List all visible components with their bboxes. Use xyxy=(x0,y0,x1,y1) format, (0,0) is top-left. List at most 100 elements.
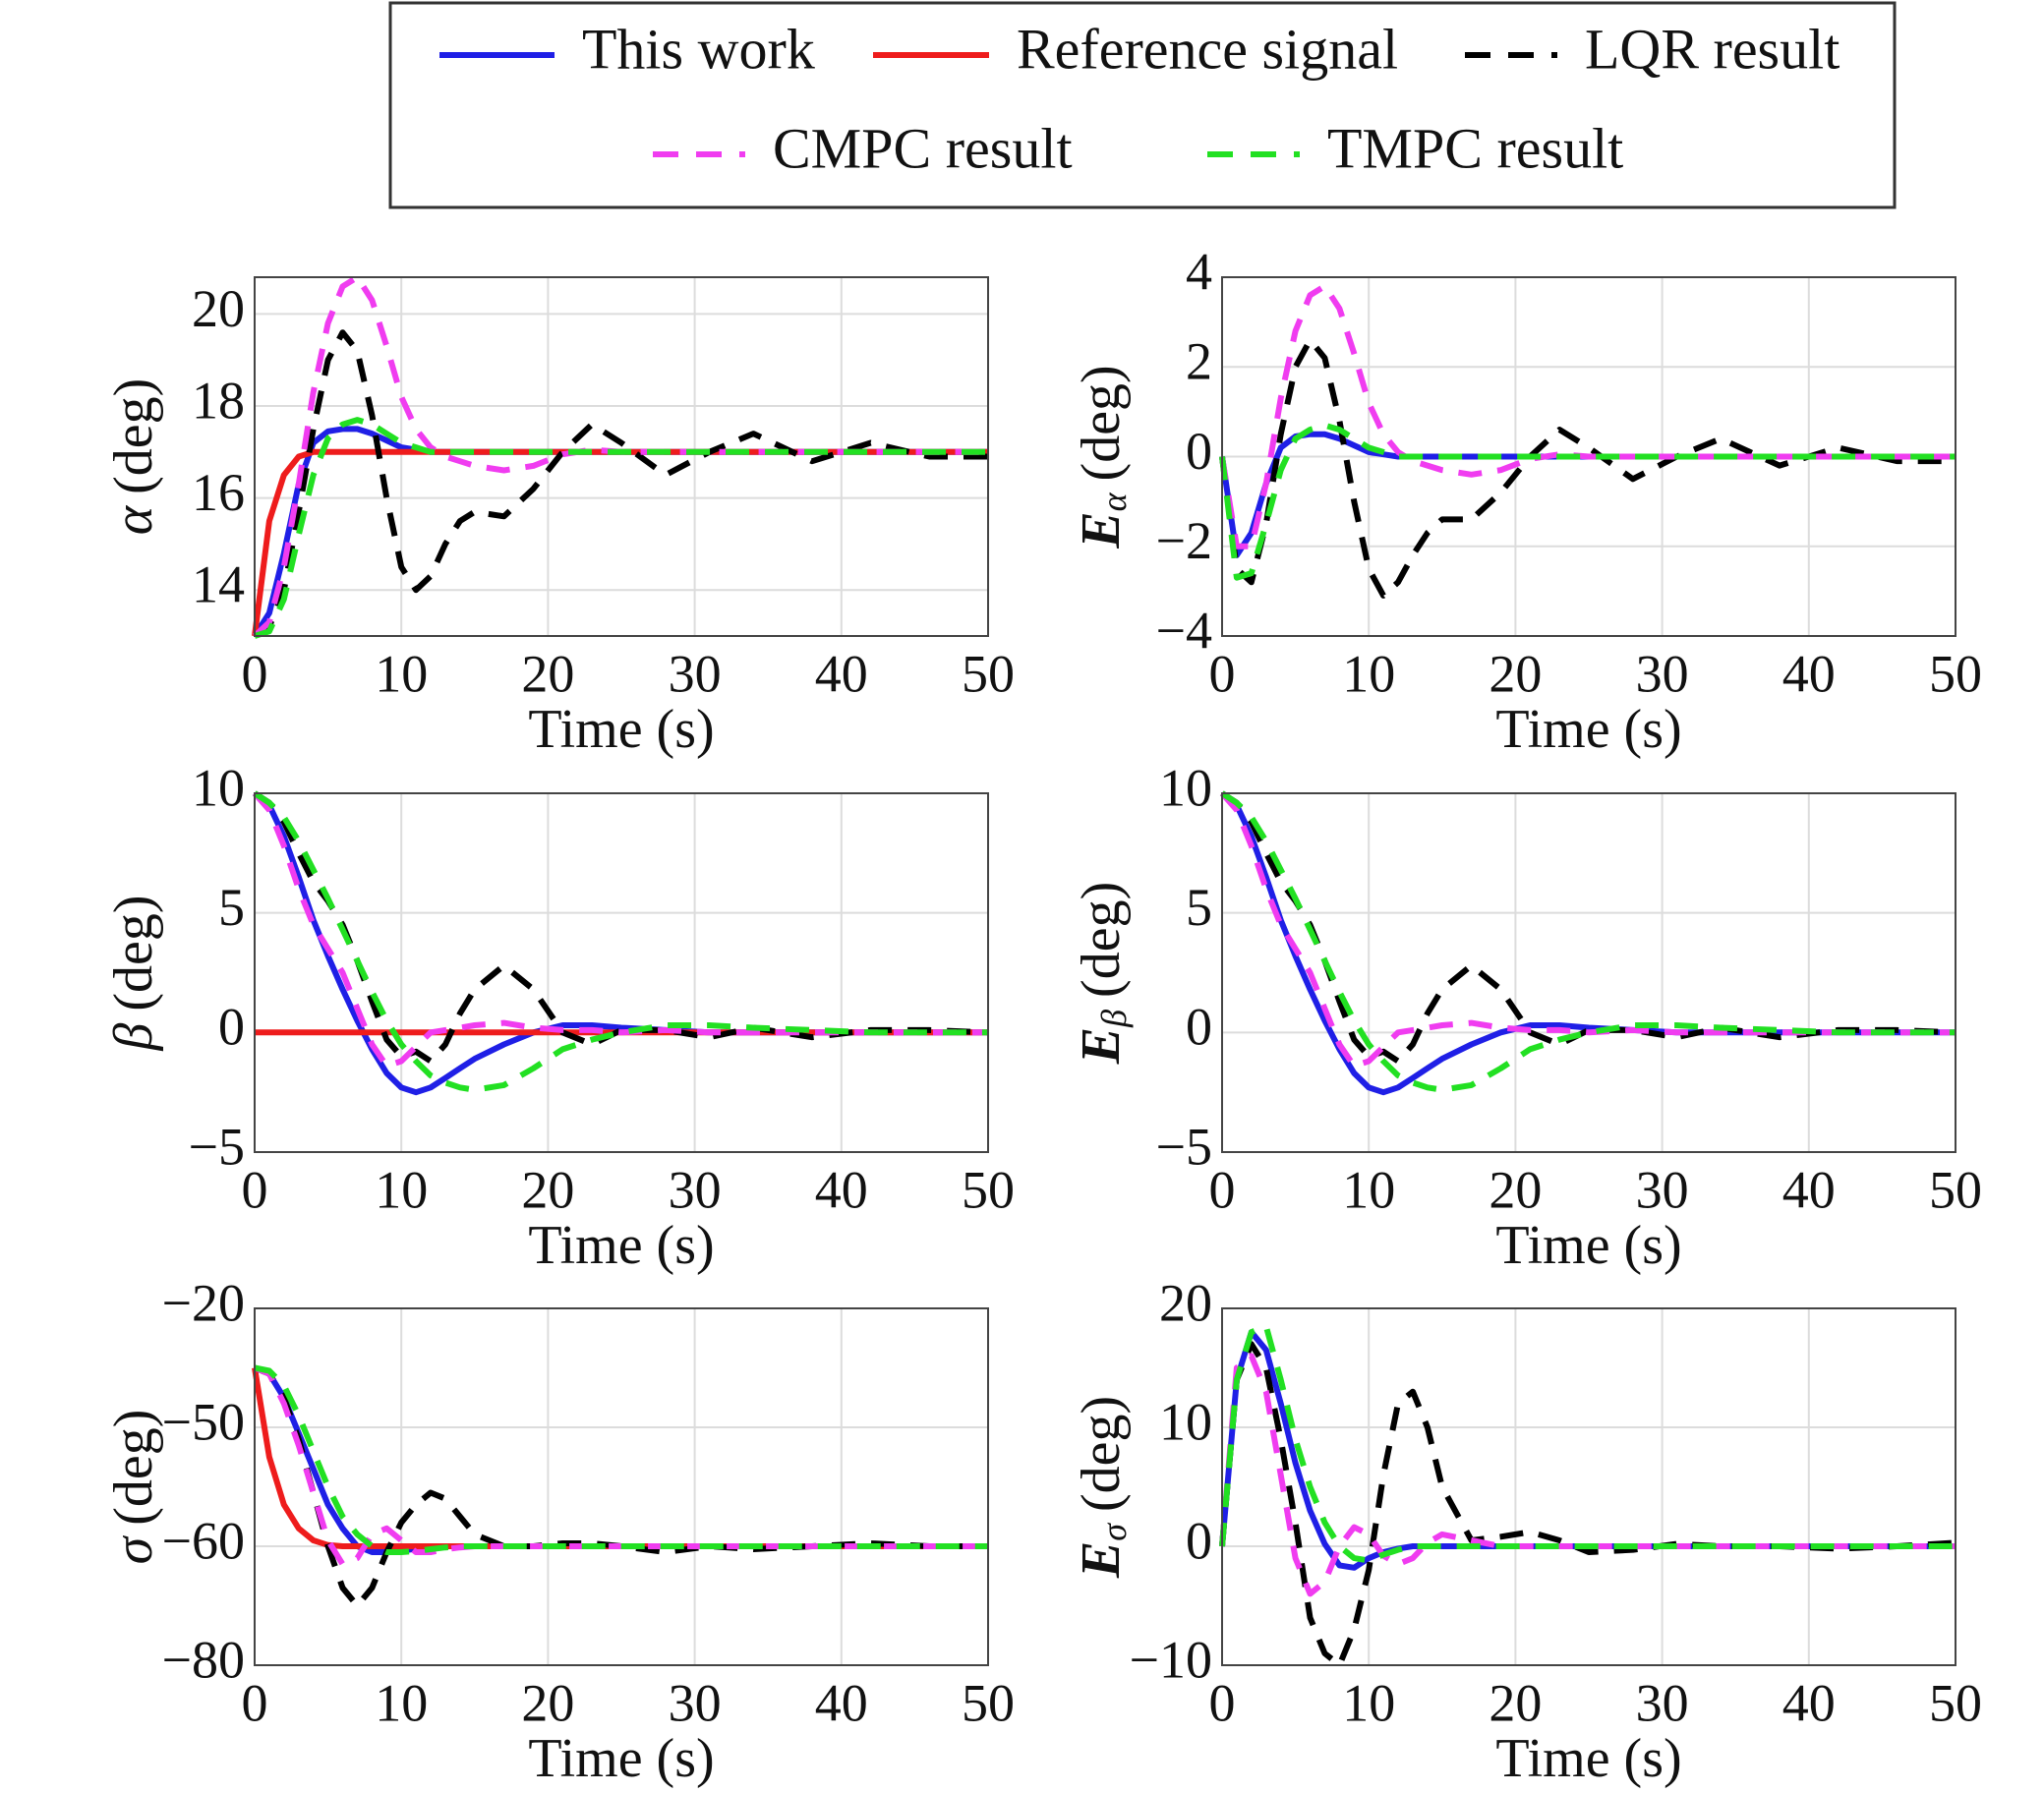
x-tick-label: 40 xyxy=(1782,1673,1836,1732)
series-line xyxy=(1219,791,1956,1070)
series-line xyxy=(1220,790,1956,1065)
x-tick-label: 30 xyxy=(1636,1673,1689,1732)
x-tick-label: 50 xyxy=(962,1673,1015,1732)
y-tick-label: 20 xyxy=(1159,1273,1212,1332)
x-tick-label: 50 xyxy=(962,1160,1015,1219)
x-axis-label: Time (s) xyxy=(1495,699,1681,760)
x-tick-label: 0 xyxy=(1209,644,1236,703)
x-tick-label: 30 xyxy=(669,1160,722,1219)
plot-frame xyxy=(254,1307,989,1666)
y-label-unit: (deg) xyxy=(103,1410,164,1526)
y-tick-label: 0 xyxy=(1186,422,1212,481)
y-tick-label: 2 xyxy=(1186,332,1212,391)
y-label-unit: (deg) xyxy=(103,895,164,1011)
series-line xyxy=(1219,336,1956,599)
x-tick-label: 20 xyxy=(1489,1673,1542,1732)
y-label-subscript: β xyxy=(1094,1010,1134,1028)
y-label-unit: (deg) xyxy=(1071,1396,1132,1512)
legend-label: This work xyxy=(582,17,815,81)
x-tick-label: 0 xyxy=(242,1160,268,1219)
x-tick-label: 0 xyxy=(242,1673,268,1732)
plot-lines xyxy=(1219,283,1956,599)
x-tick-label: 40 xyxy=(815,1160,868,1219)
y-label-symbol: E xyxy=(1071,1027,1132,1065)
plot-frame xyxy=(254,792,989,1153)
y-tick-label: 10 xyxy=(1159,758,1212,817)
y-tick-label: −50 xyxy=(162,1392,245,1451)
legend-label: TMPC result xyxy=(1327,116,1623,180)
plot-lines xyxy=(1219,790,1956,1096)
x-tick-label: 50 xyxy=(1929,1673,1982,1732)
y-label-unit: (deg) xyxy=(1071,882,1132,998)
plot-lines xyxy=(1219,1323,1956,1668)
plot-frame xyxy=(1221,276,1956,637)
legend-label: LQR result xyxy=(1585,17,1840,81)
plot-frame xyxy=(1221,792,1956,1153)
y-label-symbol: σ xyxy=(103,1534,164,1564)
x-tick-label: 10 xyxy=(1342,644,1395,703)
plot-frame xyxy=(254,276,989,637)
x-tick-label: 50 xyxy=(1929,1160,1982,1219)
plot-lines xyxy=(252,790,989,1096)
legend-label: CMPC result xyxy=(773,116,1073,180)
x-tick-label: 10 xyxy=(375,644,428,703)
y-tick-label: −2 xyxy=(1156,511,1212,570)
plot-frame xyxy=(1221,1307,1956,1666)
plot-lines xyxy=(252,274,988,639)
y-label-unit: (deg) xyxy=(1071,365,1132,481)
x-tick-label: 0 xyxy=(1209,1160,1236,1219)
y-axis-label: α (deg) xyxy=(103,378,164,536)
y-tick-label: 10 xyxy=(192,758,245,817)
y-label-subscript: σ xyxy=(1094,1523,1134,1541)
series-line xyxy=(254,1364,988,1555)
plot-area xyxy=(255,277,988,636)
y-axis-label: Eσ (deg) xyxy=(1071,1396,1134,1579)
plot-area xyxy=(1222,1308,1956,1665)
x-tick-label: 10 xyxy=(375,1673,428,1732)
y-label-symbol: E xyxy=(1071,1541,1132,1579)
series-line xyxy=(1219,422,1956,581)
series-line xyxy=(1219,1323,1956,1564)
x-tick-label: 30 xyxy=(1636,1160,1689,1219)
y-tick-label: −10 xyxy=(1130,1630,1212,1689)
series-line xyxy=(253,790,988,1093)
y-axis-label: Eα (deg) xyxy=(1071,365,1134,549)
x-tick-label: 30 xyxy=(669,644,722,703)
y-tick-label: −20 xyxy=(162,1273,245,1332)
series-line xyxy=(1220,790,1956,1093)
y-label-symbol: β xyxy=(103,1023,164,1052)
y-tick-label: 0 xyxy=(218,998,245,1057)
x-tick-label: 40 xyxy=(1782,1160,1836,1219)
y-axis-label: σ (deg) xyxy=(103,1410,164,1565)
y-tick-label: 0 xyxy=(1186,998,1212,1057)
plot-area xyxy=(255,793,988,1152)
series-line xyxy=(253,329,988,639)
y-tick-label: −4 xyxy=(1156,601,1212,660)
x-tick-label: 10 xyxy=(1342,1673,1395,1732)
y-tick-label: 0 xyxy=(1186,1511,1212,1570)
x-tick-label: 20 xyxy=(521,1673,574,1732)
series-line xyxy=(254,417,988,639)
x-tick-label: 30 xyxy=(1636,644,1689,703)
x-tick-label: 10 xyxy=(1342,1160,1395,1219)
plot-area xyxy=(255,1308,988,1665)
y-tick-label: 10 xyxy=(1159,1392,1212,1451)
x-tick-label: 40 xyxy=(815,1673,868,1732)
x-axis-label: Time (s) xyxy=(528,1215,714,1276)
x-tick-label: 0 xyxy=(1209,1673,1236,1732)
plot-lines xyxy=(252,1364,988,1609)
y-label-symbol: α xyxy=(103,504,164,535)
x-axis-label: Time (s) xyxy=(528,1728,714,1789)
y-axis-label: β (deg) xyxy=(103,895,164,1051)
y-tick-label: 5 xyxy=(218,878,245,937)
x-tick-label: 20 xyxy=(521,644,574,703)
series-line xyxy=(1219,1353,1956,1597)
y-tick-label: 4 xyxy=(1186,242,1212,301)
y-tick-label: 18 xyxy=(192,371,245,430)
x-tick-label: 0 xyxy=(242,644,268,703)
series-line xyxy=(1219,283,1956,549)
x-tick-label: 50 xyxy=(1929,644,1982,703)
y-label-unit: (deg) xyxy=(103,378,164,494)
